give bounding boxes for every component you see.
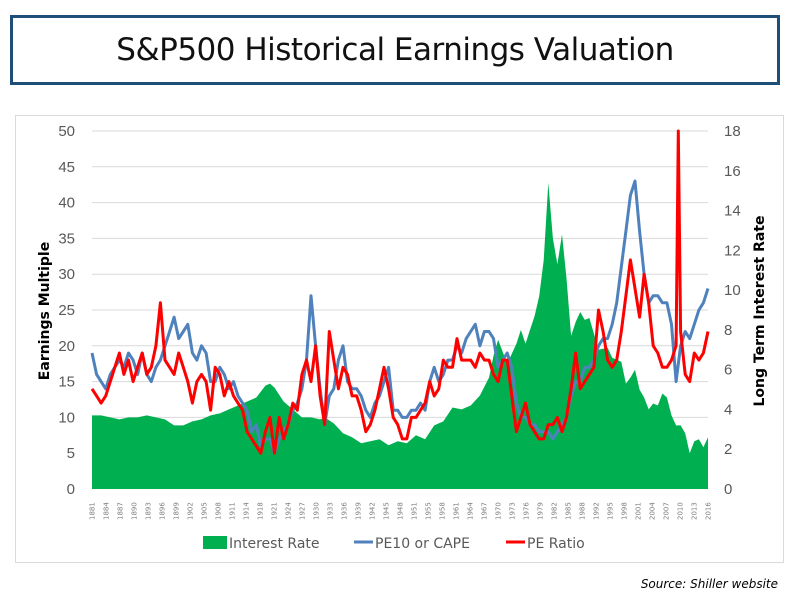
y-axis-title: Earnings Multiple [37, 242, 53, 380]
x-tick-label: 1881 [89, 502, 97, 520]
y2-axis-title: Long Term Interest Rate [752, 215, 768, 406]
y2-tick-label: 4 [724, 401, 732, 418]
y2-tick-label: 10 [724, 282, 741, 299]
y-tick-label: 40 [58, 195, 75, 212]
x-tick-label: 1964 [467, 502, 475, 520]
x-tick-label: 1979 [537, 502, 545, 520]
y-tick-label: 45 [58, 159, 75, 176]
y-tick-label: 5 [67, 445, 75, 462]
x-tick-label: 2013 [691, 502, 699, 520]
y-tick-label: 50 [58, 123, 75, 140]
y-tick-label: 10 [58, 409, 75, 426]
x-tick-label: 1945 [383, 502, 391, 520]
y-axis-left-ticks: 0 5 10 15 20 25 30 35 40 45 50 [58, 123, 75, 498]
x-tick-label: 1988 [579, 502, 587, 520]
x-tick-label: 1893 [145, 502, 153, 520]
x-tick-label: 1933 [327, 502, 335, 520]
x-tick-label: 1955 [425, 502, 433, 520]
x-tick-label: 1961 [453, 502, 461, 520]
legend-label-interest-rate: Interest Rate [229, 536, 320, 552]
lines-group [90, 129, 710, 455]
x-tick-label: 1992 [593, 502, 601, 520]
x-tick-label: 1890 [131, 502, 139, 520]
y2-tick-label: 0 [724, 481, 732, 498]
x-tick-label: 2010 [677, 502, 685, 520]
x-tick-label: 1958 [439, 502, 447, 520]
x-tick-label: 1884 [103, 502, 111, 520]
interest-rate-area-group [92, 182, 708, 489]
y2-tick-label: 14 [724, 203, 741, 220]
legend-label-cape: PE10 or CAPE [375, 536, 470, 552]
y-tick-label: 15 [58, 374, 75, 391]
x-tick-label: 1936 [341, 502, 349, 520]
x-tick-label: 2016 [705, 502, 713, 520]
title-box: S&P500 Historical Earnings Valuation [10, 15, 780, 85]
x-tick-label: 1982 [551, 502, 559, 520]
x-tick-label: 1905 [201, 502, 209, 520]
x-tick-label: 1970 [495, 502, 503, 520]
x-tick-label: 1896 [159, 502, 167, 520]
x-tick-label: 1985 [565, 502, 573, 520]
x-tick-label: 2007 [663, 502, 671, 520]
y-tick-label: 35 [58, 230, 75, 247]
x-tick-label: 1924 [285, 502, 293, 520]
x-axis-ticks: 1881 1884 1887 1890 1893 1896 1899 1902 1905 1908… [89, 502, 713, 520]
x-tick-label: 1927 [299, 502, 307, 520]
x-tick-label: 1948 [397, 502, 405, 520]
x-tick-label: 1899 [173, 502, 181, 520]
x-tick-label: 2001 [635, 502, 643, 520]
x-tick-label: 1930 [313, 502, 321, 520]
legend: Interest Rate PE10 or CAPE PE Ratio [203, 536, 585, 552]
y2-tick-label: 18 [724, 123, 741, 140]
y2-tick-label: 8 [724, 322, 732, 339]
y2-tick-label: 2 [724, 441, 732, 458]
source-note: Source: Shiller website [640, 577, 778, 591]
x-tick-label: 1911 [229, 502, 237, 520]
y-tick-label: 20 [58, 338, 75, 355]
x-tick-label: 1887 [117, 502, 125, 520]
legend-label-pe: PE Ratio [527, 536, 585, 552]
x-tick-label: 1914 [243, 502, 251, 520]
y-tick-label: 30 [58, 266, 75, 283]
y-axis-right-ticks: 0 2 4 6 8 10 12 14 16 18 [724, 123, 741, 498]
x-tick-label: 1998 [621, 502, 629, 520]
x-tick-label: 1939 [355, 502, 363, 520]
y-tick-label: 0 [67, 481, 75, 498]
x-tick-label: 2004 [649, 502, 657, 520]
x-tick-label: 1902 [187, 502, 195, 520]
chart-frame [15, 115, 784, 563]
legend-swatch-interest-rate [203, 536, 227, 549]
x-tick-label: 1973 [509, 502, 517, 520]
page-title: S&P500 Historical Earnings Valuation [116, 32, 674, 68]
y2-tick-label: 12 [724, 242, 741, 259]
x-tick-label: 1967 [481, 502, 489, 520]
x-tick-label: 1918 [257, 502, 265, 520]
y2-tick-label: 6 [724, 362, 732, 379]
x-tick-label: 1908 [215, 502, 223, 520]
x-tick-label: 1921 [271, 502, 279, 520]
x-tick-label: 1995 [607, 502, 615, 520]
y2-tick-label: 16 [724, 163, 741, 180]
x-tick-label: 1976 [523, 502, 531, 520]
x-tick-label: 1942 [369, 502, 377, 520]
interest-rate-area [92, 182, 708, 489]
pe-ratio-line [90, 129, 710, 455]
y-tick-label: 25 [58, 302, 75, 319]
x-tick-label: 1951 [411, 502, 419, 520]
